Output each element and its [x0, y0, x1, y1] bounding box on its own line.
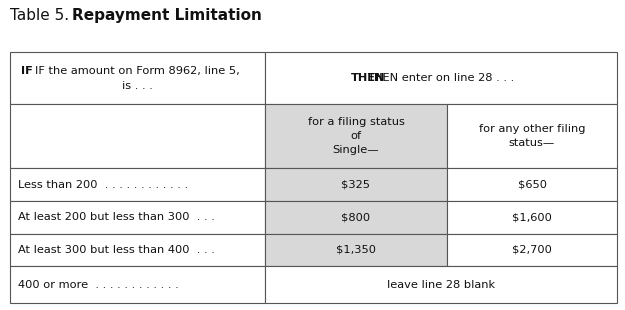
- Text: $650: $650: [518, 179, 546, 190]
- Text: $1,600: $1,600: [512, 212, 552, 222]
- Text: $800: $800: [341, 212, 371, 222]
- Bar: [10, 233, 265, 266]
- Bar: [447, 233, 617, 266]
- Text: At least 200 but less than 300  . . .: At least 200 but less than 300 . . .: [18, 212, 215, 222]
- Bar: [265, 233, 447, 266]
- Bar: [447, 104, 617, 168]
- Text: THEN: THEN: [351, 73, 386, 83]
- Text: Less than 200  . . . . . . . . . . . .: Less than 200 . . . . . . . . . . . .: [18, 179, 188, 190]
- Bar: [265, 266, 617, 303]
- Text: for any other filing
status—: for any other filing status—: [479, 124, 585, 148]
- Bar: [10, 168, 265, 201]
- Text: Repayment Limitation: Repayment Limitation: [72, 8, 262, 23]
- Text: leave line 28 blank: leave line 28 blank: [387, 280, 495, 290]
- Bar: [447, 168, 617, 201]
- Text: $1,350: $1,350: [336, 245, 376, 255]
- Bar: [10, 52, 265, 104]
- Bar: [10, 104, 265, 168]
- Text: THEN enter on line 28 . . .: THEN enter on line 28 . . .: [368, 73, 514, 83]
- Text: IF: IF: [21, 66, 32, 76]
- Text: IF the amount on Form 8962, line 5,: IF the amount on Form 8962, line 5,: [35, 66, 240, 76]
- Bar: [265, 168, 447, 201]
- Text: At least 300 but less than 400  . . .: At least 300 but less than 400 . . .: [18, 245, 215, 255]
- Text: $325: $325: [341, 179, 371, 190]
- Bar: [10, 266, 265, 303]
- Bar: [265, 104, 447, 168]
- Bar: [265, 201, 447, 233]
- Text: for a filing status
of
Single—: for a filing status of Single—: [308, 117, 404, 155]
- Text: is . . .: is . . .: [122, 81, 153, 91]
- Text: $2,700: $2,700: [512, 245, 552, 255]
- Bar: [447, 201, 617, 233]
- Text: Table 5.: Table 5.: [10, 8, 74, 23]
- Text: 400 or more  . . . . . . . . . . . .: 400 or more . . . . . . . . . . . .: [18, 280, 179, 290]
- Bar: [265, 52, 617, 104]
- Bar: [10, 201, 265, 233]
